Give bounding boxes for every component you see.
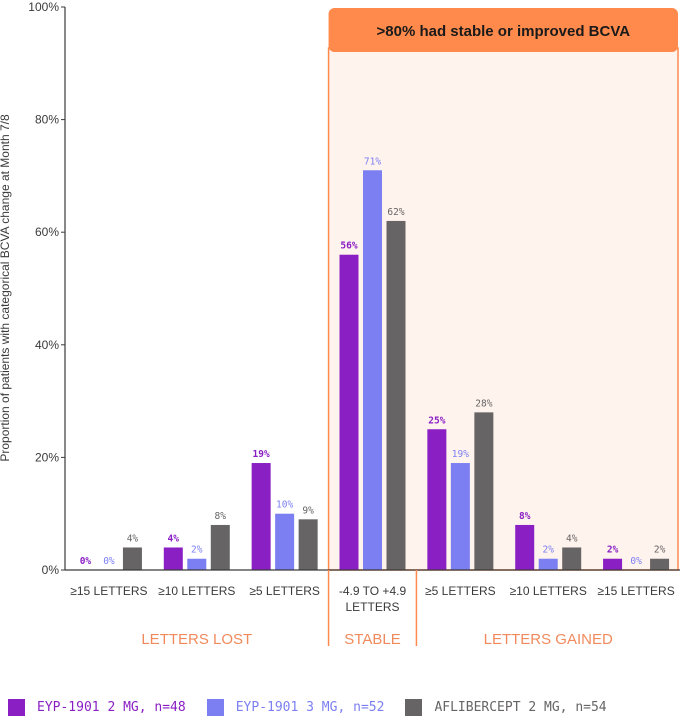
x-tick-label: ≥5 LETTERS xyxy=(249,584,320,598)
group-label: STABLE xyxy=(344,631,400,648)
bar xyxy=(163,547,183,570)
bar xyxy=(603,558,623,570)
bar xyxy=(650,558,670,570)
data-label: 4% xyxy=(566,533,578,544)
legend-label: EYP-1901 2 MG, n=48 xyxy=(37,699,186,715)
data-label: 25% xyxy=(428,415,445,426)
data-label: 2% xyxy=(654,545,666,556)
bar xyxy=(298,519,318,570)
bar xyxy=(562,547,582,570)
bar xyxy=(363,170,382,570)
data-label: 62% xyxy=(387,207,404,218)
data-label: 0% xyxy=(630,556,642,567)
legend-item: EYP-1901 2 MG, n=48 xyxy=(8,698,186,716)
data-label: 19% xyxy=(452,449,469,460)
annotation-text: >80% had stable or improved BCVA xyxy=(377,23,631,40)
y-tick-label: 0% xyxy=(42,563,60,577)
bar xyxy=(251,463,271,570)
x-tick-label: -4.9 TO +4.9 LETTERS xyxy=(339,584,407,614)
data-label: 56% xyxy=(340,241,357,252)
annotation-banner xyxy=(328,8,678,52)
bar xyxy=(450,463,470,570)
data-label: 9% xyxy=(302,505,314,516)
y-tick-label: 80% xyxy=(35,113,59,127)
bar xyxy=(275,513,295,570)
y-tick-label: 20% xyxy=(35,450,59,464)
legend-label: EYP-1901 3 MG, n=52 xyxy=(235,699,385,715)
x-tick-label: ≥15 LETTERS xyxy=(597,584,674,598)
data-label: 28% xyxy=(475,398,492,409)
data-label: 8% xyxy=(215,511,227,522)
data-label: 2% xyxy=(191,545,203,556)
bar xyxy=(122,547,142,570)
group-label: LETTERS LOST xyxy=(141,631,252,648)
legend-label: AFLIBERCEPT 2 MG, n=54 xyxy=(434,699,607,715)
x-tick-label: ≥10 LETTERS xyxy=(510,584,587,598)
group-label: LETTERS GAINED xyxy=(484,631,613,648)
x-tick-label: ≥5 LETTERS xyxy=(425,584,496,598)
y-axis-label: Proportion of patients with categorical … xyxy=(0,114,12,462)
data-label: 8% xyxy=(519,511,531,522)
x-tick-label: ≥10 LETTERS xyxy=(158,584,235,598)
data-label: 19% xyxy=(253,449,270,460)
data-label: 71% xyxy=(364,156,381,167)
bar xyxy=(474,412,494,570)
bar xyxy=(339,254,359,570)
data-label: 4% xyxy=(127,533,139,544)
y-tick-label: 100% xyxy=(28,0,59,14)
bar xyxy=(427,429,447,570)
data-label: 2% xyxy=(542,545,554,556)
legend-item: EYP-1901 3 MG, n=52 xyxy=(206,698,385,716)
data-label: 0% xyxy=(80,556,92,567)
bar xyxy=(538,558,558,570)
legend-item: AFLIBERCEPT 2 MG, n=54 xyxy=(405,698,607,716)
bar xyxy=(210,524,230,570)
data-label: 2% xyxy=(607,545,619,556)
bar xyxy=(187,558,207,570)
bar-chart: >80% had stable or improved BCVA 0% 4% 19%… xyxy=(0,0,680,648)
data-label: 0% xyxy=(103,556,115,567)
data-label: 4% xyxy=(168,533,180,544)
bar xyxy=(515,524,535,570)
bar xyxy=(386,220,406,570)
legend: EYP-1901 2 MG, n=48 EYP-1901 3 MG, n=52 AF… xyxy=(8,696,680,718)
legend-swatch xyxy=(206,698,224,716)
data-label: 10% xyxy=(276,500,293,511)
y-tick-label: 40% xyxy=(35,338,59,352)
x-tick-label: ≥15 LETTERS xyxy=(70,584,147,598)
y-tick-label: 60% xyxy=(35,225,59,239)
legend-swatch xyxy=(8,698,25,716)
legend-swatch xyxy=(405,698,423,716)
